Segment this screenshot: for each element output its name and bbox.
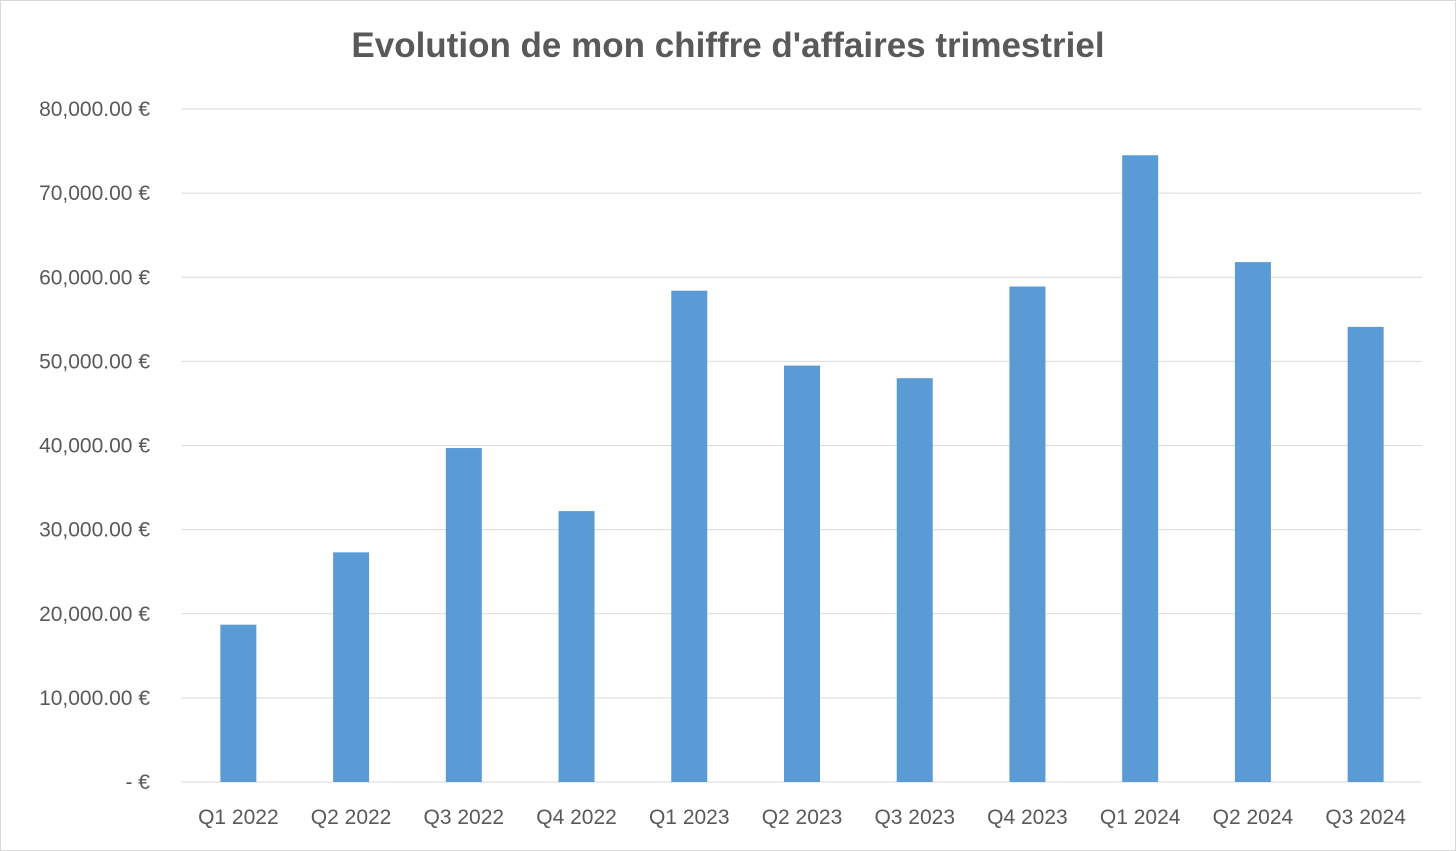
bar: [445, 448, 482, 782]
x-tick-label: Q3 2024: [1325, 806, 1406, 829]
bar: [671, 290, 708, 782]
y-tick-label: 20,000.00 €: [39, 603, 150, 626]
y-tick-label: 60,000.00 €: [39, 266, 150, 289]
y-tick-label: 40,000.00 €: [39, 435, 150, 458]
x-tick-label: Q1 2022: [198, 806, 279, 829]
y-tick-label: 50,000.00 €: [39, 350, 150, 373]
bar: [1234, 262, 1271, 782]
x-tick-label: Q1 2024: [1100, 806, 1181, 829]
bar: [220, 624, 257, 782]
bar: [1122, 155, 1159, 783]
y-tick-label: 80,000.00 €: [39, 98, 150, 121]
x-tick-label: Q2 2024: [1213, 806, 1294, 829]
x-tick-label: Q4 2023: [987, 806, 1068, 829]
bar: [333, 552, 370, 782]
x-tick-label: Q3 2022: [424, 806, 505, 829]
y-tick-label: 70,000.00 €: [39, 182, 150, 205]
bar: [558, 511, 595, 782]
chart-title: Evolution de mon chiffre d'affaires trim…: [351, 26, 1105, 65]
bar: [784, 365, 820, 782]
bar: [1009, 286, 1046, 782]
y-tick-label: 30,000.00 €: [39, 519, 150, 542]
y-tick-label: - €: [125, 771, 150, 794]
x-tick-label: Q2 2022: [311, 806, 392, 829]
bar: [1347, 326, 1384, 782]
y-tick-label: 10,000.00 €: [39, 687, 150, 710]
bar: [896, 378, 933, 782]
x-tick-label: Q1 2023: [649, 806, 730, 829]
x-tick-label: Q2 2023: [762, 806, 843, 829]
x-tick-label: Q4 2022: [536, 806, 617, 829]
x-tick-label: Q3 2023: [874, 806, 955, 829]
